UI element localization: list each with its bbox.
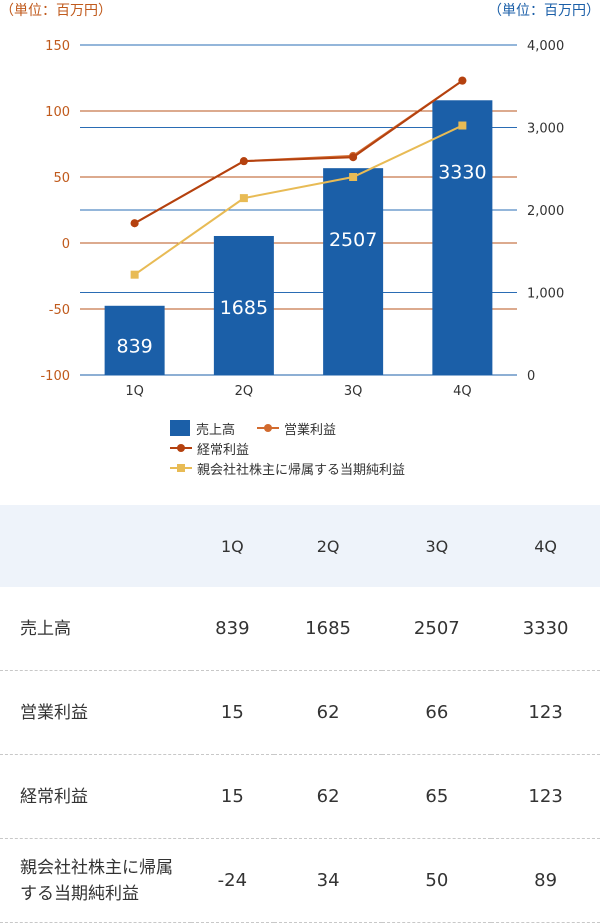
left-axis-tick-label: 150 <box>45 39 70 54</box>
row-label: 経常利益 <box>0 754 191 839</box>
table-cell: 123 <box>491 754 600 839</box>
table-cell: 3330 <box>491 587 600 671</box>
table-header-row: 1Q 2Q 3Q 4Q <box>0 505 600 587</box>
table-cell: 65 <box>382 754 492 839</box>
right-axis-tick-label: 1,000 <box>527 287 564 302</box>
right-axis-unit: （単位：百万円） <box>488 3 600 19</box>
table-cell: 2507 <box>382 587 492 671</box>
legend-swatch-ordinary <box>170 440 192 456</box>
legend-swatch-net <box>170 460 192 476</box>
chart: （単位：百万円） （単位：百万円） 150 100 50 0 -50 -100 4,000 3… <box>0 3 600 478</box>
table-cell: 50 <box>382 838 492 923</box>
series-point <box>458 121 467 130</box>
legend-swatch-sales <box>170 420 190 436</box>
series-line <box>134 124 463 276</box>
series-line <box>134 79 463 225</box>
right-axis-tick-label: 4,000 <box>527 39 564 54</box>
bar-value-label: 2507 <box>329 229 377 251</box>
row-label: 親会社社株主に帰属 する当期純利益 <box>0 838 191 923</box>
table-cell: 66 <box>382 670 492 755</box>
table-cell: -24 <box>191 838 274 923</box>
table-cell: 1685 <box>273 587 383 671</box>
table-cell: 34 <box>273 838 383 923</box>
table-cell: 15 <box>191 754 274 839</box>
x-axis-tick-label: 1Q <box>125 384 144 399</box>
table-cell: 839 <box>191 587 274 671</box>
x-axis-tick-label: 2Q <box>235 384 254 399</box>
bar <box>432 100 493 376</box>
row-label: 売上高 <box>0 587 191 671</box>
data-table: 1Q 2Q 3Q 4Q 売上高 839 1685 2507 3330 営業利益 … <box>0 505 600 923</box>
legend-item-operating: 営業利益 <box>257 419 336 438</box>
table-header-blank <box>0 505 191 587</box>
legend-label-sales: 売上高 <box>196 422 236 438</box>
bar <box>323 168 384 375</box>
left-axis-tick-label: 100 <box>45 105 70 120</box>
row-label-line: する当期純利益 <box>20 883 139 904</box>
legend-label-net: 親会社社株主に帰属する当期純利益 <box>197 462 406 478</box>
series-point <box>239 194 248 203</box>
chart-legend: 売上高 営業利益 経常利益 親会社社株主に帰属する当期純利益 <box>170 418 427 478</box>
table-header-cell: 1Q <box>220 536 244 556</box>
table-row: 親会社社株主に帰属 する当期純利益 -24 34 50 89 <box>0 838 600 923</box>
table-cell: 89 <box>491 838 600 923</box>
left-axis-unit: （単位：百万円） <box>0 3 112 19</box>
left-axis-tick-label: 0 <box>62 237 70 252</box>
table-row: 売上高 839 1685 2507 3330 <box>0 587 600 671</box>
chart-plot: 150 100 50 0 -50 -100 4,000 3,000 2,000 1,000 0 839… <box>40 39 564 399</box>
table-header-cell: 4Q <box>534 536 557 556</box>
table-cell: 15 <box>191 670 274 755</box>
left-axis-tick-label: -50 <box>49 303 70 318</box>
legend-item-sales: 売上高 <box>170 419 235 438</box>
legend-label-operating: 営業利益 <box>284 422 337 438</box>
right-axis-tick-label: 2,000 <box>527 204 564 219</box>
table-cell: 62 <box>273 754 383 839</box>
bar-value-label: 839 <box>116 335 152 357</box>
bar-value-label: 1685 <box>220 297 268 319</box>
legend-swatch-operating <box>257 420 280 436</box>
table-row: 経常利益 15 62 65 123 <box>0 754 600 839</box>
table-header-cell: 3Q <box>425 536 449 556</box>
series-point <box>458 76 467 85</box>
bar <box>104 305 165 375</box>
bar <box>213 235 274 375</box>
legend-label-ordinary: 経常利益 <box>197 442 250 458</box>
table-header-cell: 2Q <box>316 536 340 556</box>
left-axis-tick-label: -100 <box>40 369 70 384</box>
series-line <box>134 79 463 225</box>
row-label-line: 親会社社株主に帰属 <box>20 857 173 878</box>
series-point <box>130 219 139 228</box>
row-label: 営業利益 <box>0 670 191 755</box>
right-axis-tick-label: 0 <box>527 369 535 384</box>
series-point <box>130 270 139 279</box>
table-row: 営業利益 15 62 66 123 <box>0 670 600 755</box>
series-point <box>349 173 358 181</box>
legend-item-net: 親会社社株主に帰属する当期純利益 <box>170 459 405 478</box>
legend-item-ordinary: 経常利益 <box>170 439 249 458</box>
right-axis-tick-label: 3,000 <box>527 122 564 137</box>
bar-value-label: 3330 <box>438 161 486 183</box>
series-point <box>349 153 358 162</box>
x-axis-tick-label: 4Q <box>453 384 472 399</box>
left-axis-tick-label: 50 <box>53 171 70 186</box>
table-cell: 123 <box>491 670 600 755</box>
table-cell: 62 <box>273 670 383 755</box>
series-point <box>239 157 248 166</box>
x-axis-tick-label: 3Q <box>344 384 363 399</box>
